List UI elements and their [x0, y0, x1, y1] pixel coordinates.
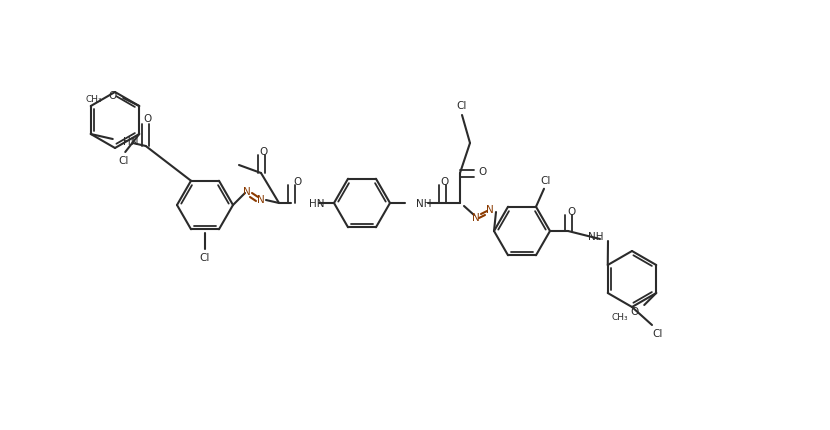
Text: O: O [440, 177, 448, 187]
Text: NH: NH [416, 199, 432, 209]
Text: O: O [144, 114, 152, 124]
Text: N: N [486, 205, 494, 215]
Text: N: N [243, 187, 251, 197]
Text: O: O [108, 91, 116, 101]
Text: CH₃: CH₃ [85, 94, 102, 103]
Text: HN: HN [309, 199, 325, 209]
Text: N: N [472, 212, 480, 222]
Text: O: O [478, 166, 486, 177]
Text: Cl: Cl [541, 175, 551, 185]
Text: HN: HN [123, 137, 139, 147]
Text: O: O [568, 206, 576, 216]
Text: NH: NH [588, 231, 603, 241]
Text: O: O [630, 306, 638, 316]
Text: N: N [257, 194, 265, 205]
Text: Cl: Cl [200, 252, 210, 262]
Text: Cl: Cl [118, 156, 129, 166]
Text: O: O [293, 177, 301, 187]
Text: CH₃: CH₃ [612, 313, 628, 322]
Text: O: O [259, 147, 267, 157]
Text: Cl: Cl [653, 328, 663, 338]
Text: Cl: Cl [457, 101, 467, 111]
